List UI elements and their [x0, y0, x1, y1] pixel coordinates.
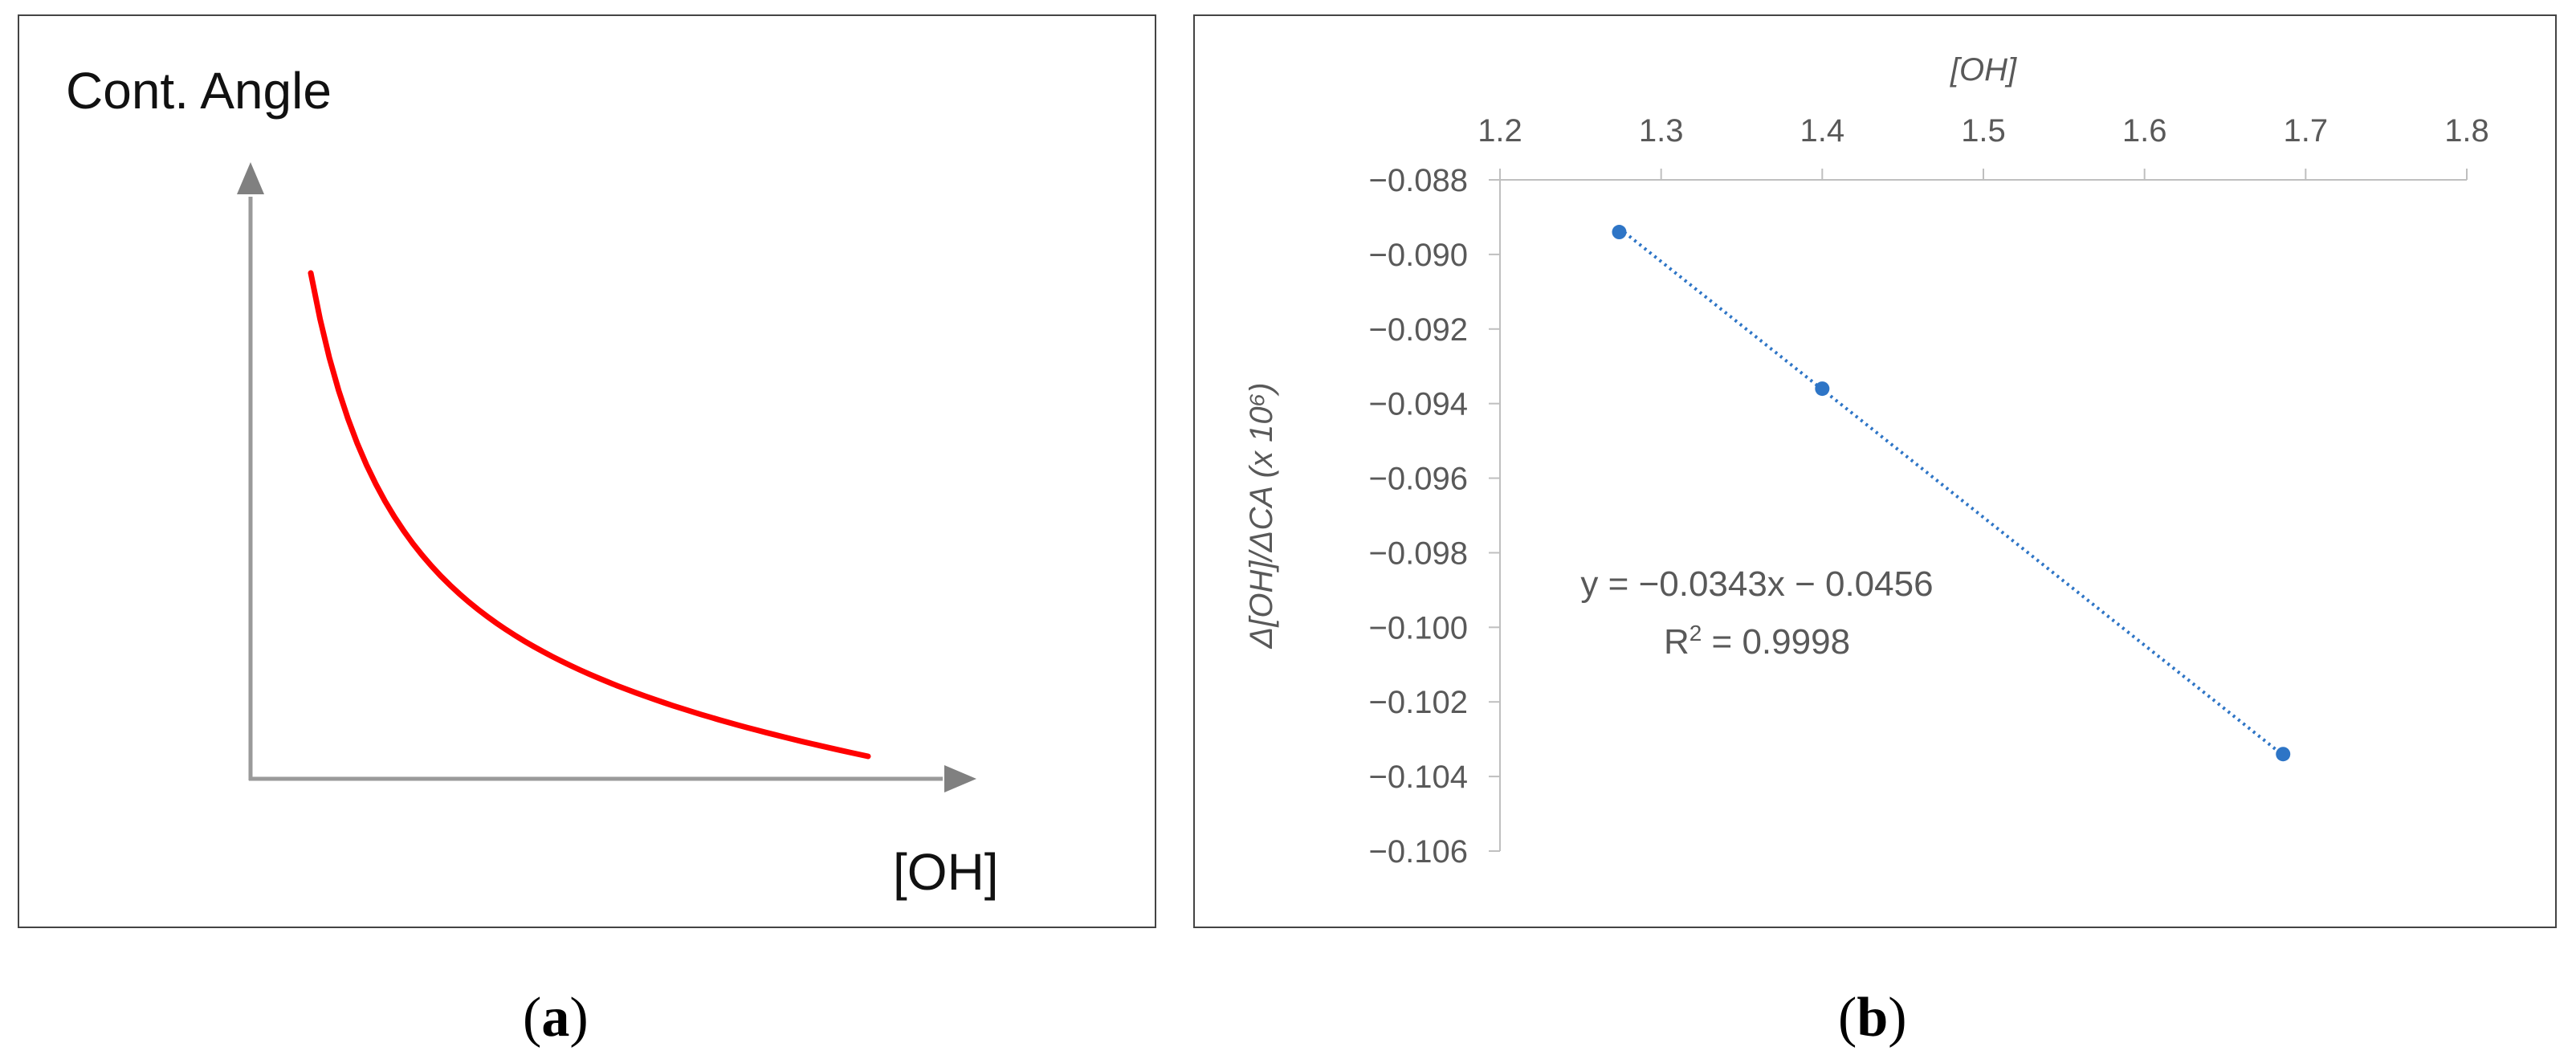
panel-b-data-point: [1612, 225, 1627, 240]
panel-b-y-tick-label: −0.100: [1369, 610, 1468, 646]
panel-b-y-tick-label: −0.092: [1369, 312, 1468, 348]
panel-b-r-squared: R2 = 0.9998: [1664, 621, 1850, 662]
panel-b-x-tick-label: 1.2: [1478, 113, 1522, 149]
panel-a-curve: [308, 270, 871, 760]
panel-a-y-axis-arrow: [237, 162, 264, 194]
panel-a-ylabel: Cont. Angle: [66, 62, 332, 120]
panel-b-data-point: [2276, 747, 2291, 762]
panel-b-x-tick-label: 1.3: [1639, 113, 1684, 149]
panel-b-y-tick-label: −0.096: [1369, 462, 1468, 497]
panel-b-plot: 1.2 1.3 1.4 1.5 1.6 1.7 1.8 −0.088 −0.090 −0.092…: [1244, 52, 2489, 870]
caption-b: (b): [1838, 987, 1907, 1049]
panel-b-y-tick-label: −0.094: [1369, 387, 1468, 422]
panel-b-r2-value: = 0.9998: [1702, 622, 1850, 662]
caption-a: (a): [523, 987, 589, 1049]
panel-b-x-tick-label: 1.5: [1961, 113, 2006, 149]
caption-b-letter: b: [1857, 987, 1889, 1049]
panel-b-y-tick-label: −0.104: [1369, 760, 1468, 795]
panel-b-x-tick-label: 1.6: [2122, 113, 2167, 149]
panel-b-y-tick-label: −0.102: [1369, 685, 1468, 720]
panel-a: Cont. Angle [OH]: [18, 14, 1156, 928]
panel-b-y-tick-label: −0.098: [1369, 536, 1468, 571]
panel-a-x-axis-arrow: [944, 765, 976, 792]
panel-b-x-tick-label: 1.8: [2444, 113, 2489, 149]
panel-b-trendline: [1618, 226, 2285, 757]
panel-b: 1.2 1.3 1.4 1.5 1.6 1.7 1.8 −0.088 −0.090 −0.092…: [1193, 14, 2557, 928]
panel-b-r2-prefix: R: [1664, 622, 1689, 662]
panel-b-y-tick-label: −0.090: [1369, 238, 1468, 273]
panel-a-xlabel: [OH]: [893, 843, 999, 901]
panel-b-r2-sup: 2: [1689, 621, 1702, 646]
panel-a-plot: Cont. Angle [OH]: [66, 62, 999, 901]
panel-b-x-tick-label: 1.7: [2284, 113, 2329, 149]
panel-b-y-tick-label: −0.106: [1369, 834, 1468, 870]
panel-b-data-point: [1815, 381, 1830, 397]
panel-b-y-tick-label: −0.088: [1369, 163, 1468, 198]
panel-b-ylabel: Δ[OH]/ΔCA (x 10⁶): [1244, 382, 1279, 649]
panel-b-xlabel: [OH]: [1950, 52, 2017, 88]
panel-b-x-tick-label: 1.4: [1800, 113, 1845, 149]
panel-b-equation: y = −0.0343x − 0.0456: [1580, 564, 1933, 604]
caption-a-letter: a: [541, 987, 570, 1049]
